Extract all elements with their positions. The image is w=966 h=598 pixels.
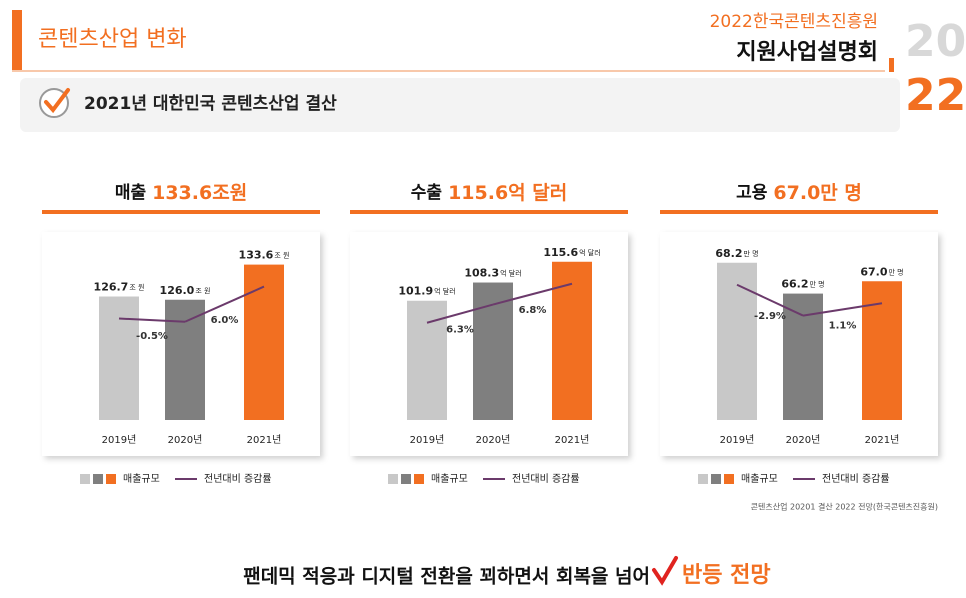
value-unit: 억 달러 (500, 269, 522, 278)
title-value: 133.6조원 (152, 182, 247, 204)
value-label: 126.0조 원 (160, 284, 211, 297)
legend-label: 매출규모 (431, 473, 468, 485)
value-number: 68.2 (715, 247, 742, 260)
source: 콘텐츠산업 20201 결산 2022 전망(한국콘텐츠진흥원) (751, 502, 938, 512)
value-label: 101.9억 달러 (398, 285, 455, 298)
rate-label: 6.0% (211, 315, 239, 326)
footer-check (652, 556, 678, 586)
subtitle: 2021년 대한민국 콘텐츠산업 결산 (84, 94, 337, 114)
value-label: 133.6조 원 (239, 249, 290, 262)
value-label: 126.7조 원 (94, 281, 145, 294)
value-number: 126.7 (94, 281, 129, 294)
value-unit: 억 달러 (434, 287, 456, 296)
bar (244, 264, 284, 420)
rate-line (426, 303, 494, 324)
chart-title: 매출 133.6조원 (115, 182, 247, 204)
value-label: 108.3억 달러 (464, 267, 521, 280)
event-name: 지원사업설명회 (736, 40, 878, 65)
value-number: 101.9 (398, 285, 433, 298)
rate-line (802, 302, 883, 317)
year-top: 20 (905, 16, 966, 67)
legend-swatch (388, 474, 398, 484)
value-number: 133.6 (239, 249, 274, 262)
value-number: 126.0 (160, 284, 195, 297)
legend-label: 매출규모 (741, 473, 778, 485)
year-bottom: 22 (905, 70, 966, 121)
bar (165, 299, 205, 420)
x-tick-label: 2019년 (720, 434, 755, 446)
chart-title: 고용 67.0만 명 (736, 182, 862, 204)
value-number: 66.2 (781, 278, 808, 291)
rate-line (492, 282, 573, 306)
bar (552, 261, 592, 420)
value-unit: 조 원 (129, 283, 144, 292)
title-value: 115.6억 달러 (448, 182, 567, 204)
footer-highlight: 반등 전망 (682, 563, 771, 588)
legend-swatch (698, 474, 708, 484)
value-unit: 만 명 (744, 249, 759, 258)
rate-label: 1.1% (829, 320, 857, 331)
value-number: 108.3 (464, 267, 499, 280)
title-label: 고용 (736, 183, 768, 203)
value-label: 115.6억 달러 (543, 246, 600, 259)
title-rule (350, 210, 628, 214)
value-unit: 억 달러 (579, 248, 601, 257)
bar (862, 281, 902, 420)
value-unit: 만 명 (810, 280, 825, 289)
rate-line (118, 317, 186, 323)
value-number: 67.0 (860, 265, 887, 278)
x-tick-label: 2020년 (168, 434, 203, 446)
value-unit: 조 원 (274, 251, 289, 260)
x-tick-label: 2020년 (786, 434, 821, 446)
header-accent (12, 10, 22, 70)
value-label: 66.2만 명 (781, 278, 824, 291)
org-name: 2022한국콘텐츠진흥원 (710, 12, 878, 32)
legend-label: 매출규모 (123, 473, 160, 485)
title-rule (42, 210, 320, 214)
legend-swatch (414, 474, 424, 484)
check-circle (39, 88, 69, 118)
check-mark (44, 88, 70, 114)
subtitle-band (20, 78, 900, 132)
title-label: 매출 (115, 183, 147, 203)
legend-swatch (711, 474, 721, 484)
rate-label: -2.9% (754, 311, 786, 322)
rate-label: -0.5% (136, 331, 168, 342)
legend-swatch (106, 474, 116, 484)
legend-label: 전년대비 증감률 (512, 473, 580, 485)
x-tick-label: 2021년 (555, 434, 590, 446)
legend-swatch (80, 474, 90, 484)
bar (473, 282, 513, 420)
bar (99, 296, 139, 420)
year-accent (889, 58, 894, 72)
value-label: 68.2만 명 (715, 247, 758, 260)
value-number: 115.6 (543, 246, 578, 259)
legend-label: 전년대비 증감률 (204, 473, 272, 485)
legend-swatch (93, 474, 103, 484)
bar (407, 300, 447, 420)
footer-text: 팬데믹 적응과 디지털 전환을 꾀하면서 회복을 넘어 (243, 566, 650, 588)
x-tick-label: 2019년 (102, 434, 137, 446)
rate-label: 6.3% (446, 325, 474, 336)
rate-line (184, 285, 265, 323)
title-rule (660, 210, 938, 214)
x-tick-label: 2019년 (410, 434, 445, 446)
legend-swatch (724, 474, 734, 484)
x-tick-label: 2020년 (476, 434, 511, 446)
x-tick-label: 2021년 (865, 434, 900, 446)
x-tick-label: 2021년 (247, 434, 282, 446)
value-unit: 조 원 (195, 286, 210, 295)
legend-label: 전년대비 증감률 (822, 473, 890, 485)
value-unit: 만 명 (889, 267, 904, 276)
bar (717, 262, 757, 420)
title-value: 67.0만 명 (773, 182, 861, 204)
title-label: 수출 (411, 183, 443, 203)
legend-swatch (401, 474, 411, 484)
section-title: 콘텐츠산업 변화 (38, 27, 187, 52)
chart-title: 수출 115.6억 달러 (411, 182, 567, 204)
rate-label: 6.8% (519, 305, 547, 316)
value-label: 67.0만 명 (860, 265, 903, 278)
rate-line (736, 283, 804, 317)
